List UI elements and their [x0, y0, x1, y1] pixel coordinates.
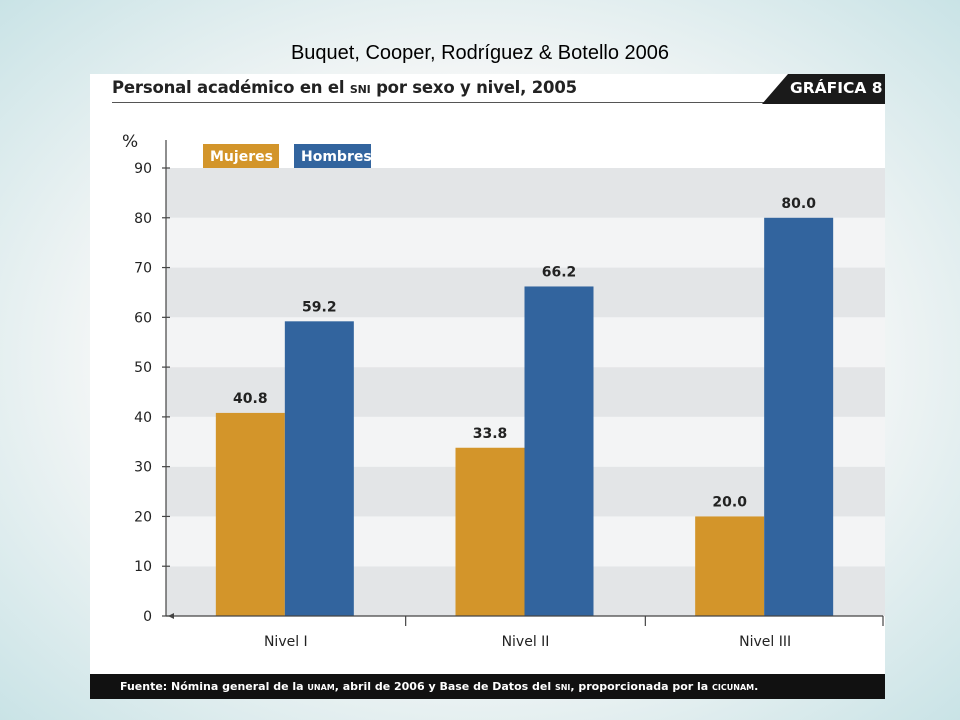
source-part3: , proporcionada por la [570, 680, 713, 693]
bar-mujeres [695, 516, 765, 616]
legend-swatch-mujeres [203, 144, 279, 168]
source-footer [90, 674, 885, 699]
y-tick-label: 30 [134, 460, 152, 476]
data-label: 66.2 [542, 264, 577, 280]
y-tick-label: 10 [134, 559, 152, 575]
legend-swatch-hombres [294, 144, 371, 168]
x-tick-label: Nivel III [739, 634, 791, 650]
chart-title-part2: por sexo y nivel, 2005 [370, 78, 577, 97]
slide-title: Buquet, Cooper, Rodríguez & Botello 2006 [290, 42, 670, 64]
chart-title: Personal académico en el SNI por sexo y … [112, 78, 577, 97]
y-tick-label: 20 [134, 509, 152, 525]
bar-mujeres [455, 447, 525, 616]
y-tick-label: 90 [134, 161, 152, 177]
chart-title-sni: SNI [349, 83, 371, 96]
x-axis-arrow [168, 613, 174, 619]
chart-panel: Personal académico en el SNI por sexo y … [90, 74, 885, 699]
bar-hombres [284, 321, 354, 616]
bar-mujeres [215, 412, 285, 616]
title-rule [112, 102, 802, 103]
legend-label-hombres: Hombres [301, 149, 372, 165]
data-label: 20.0 [712, 494, 747, 510]
y-axis-label: % [122, 132, 138, 152]
source-text: Fuente: Nómina general de la UNAM, abril… [120, 680, 758, 693]
bar-hombres [524, 286, 594, 616]
y-tick-label: 0 [143, 609, 152, 625]
y-tick-label: 40 [134, 410, 152, 426]
data-label: 40.8 [233, 391, 268, 407]
source-sni: SNI [554, 683, 571, 692]
x-tick-label: Nivel II [502, 634, 550, 650]
y-tick-label: 50 [134, 360, 152, 376]
data-label: 80.0 [781, 196, 816, 212]
legend-label-mujeres: Mujeres [210, 149, 273, 165]
data-label: 59.2 [302, 299, 337, 315]
x-tick-label: Nivel I [264, 634, 308, 650]
bar-hombres [764, 217, 834, 616]
source-unam: UNAM [307, 683, 335, 692]
data-label: 33.8 [473, 426, 508, 442]
y-tick-label: 80 [134, 211, 152, 227]
chart-title-part1: Personal académico en el [112, 78, 350, 97]
y-tick-label: 70 [134, 261, 152, 277]
y-tick-label: 60 [134, 310, 152, 326]
grafica-label: GRÁFICA 8 [790, 79, 883, 97]
source-part1: Fuente: Nómina general de la [120, 680, 308, 693]
source-cicunam: CICUNAM [712, 683, 755, 692]
bar-chart: 0 10 20 30 40 50 60 70 80 90% 40.8 59.2 Nivel I 33.8 6… [122, 132, 885, 650]
grid-band [166, 168, 885, 218]
source-part4: . [754, 680, 759, 693]
source-part2: , abril de 2006 y Base de Datos del [334, 680, 555, 693]
